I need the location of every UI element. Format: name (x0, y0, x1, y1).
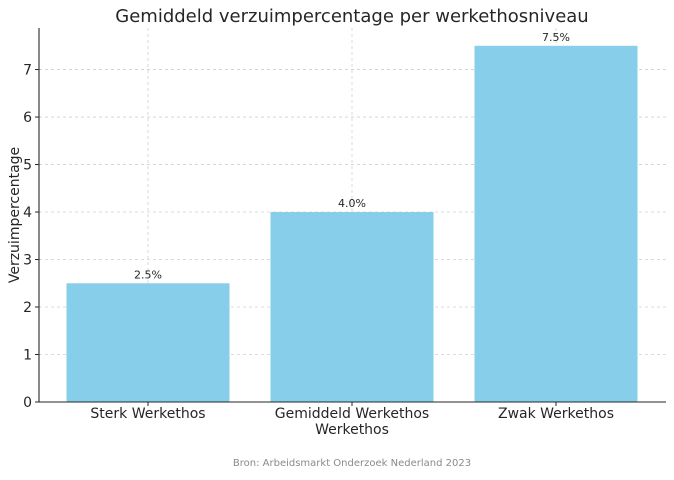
data-label-layer: 2.5% 4.0% 7.5% (134, 31, 570, 281)
chart-title: Gemiddeld verzuimpercentage per werketho… (115, 6, 588, 27)
y-tick-label: 1 (23, 348, 32, 364)
bar-data-label: 2.5% (134, 268, 162, 281)
bar-data-label: 7.5% (542, 31, 570, 44)
x-axis-label: Werkethos (315, 422, 389, 438)
axis-layer: 0 1 2 3 4 5 6 7 Sterk Werkethos Gemiddeld Werketh… (23, 28, 666, 422)
y-tick-label: 5 (23, 158, 32, 174)
bar-data-label: 4.0% (338, 197, 366, 210)
bar (270, 212, 434, 402)
bar-layer (66, 45, 638, 403)
bar (474, 45, 638, 403)
x-tick-label: Zwak Werkethos (498, 406, 614, 422)
source-note: Bron: Arbeidsmarkt Onderzoek Nederland 2… (233, 458, 471, 469)
x-tick-label: Gemiddeld Werkethos (275, 406, 429, 422)
y-tick-label: 7 (23, 63, 32, 79)
y-tick-label: 4 (23, 205, 32, 221)
y-axis-label: Verzuimpercentage (7, 147, 23, 283)
bar (66, 283, 230, 402)
y-tick-label: 2 (23, 300, 32, 316)
x-tick-label: Sterk Werkethos (90, 406, 205, 422)
y-tick-label: 0 (23, 395, 32, 411)
y-tick-label: 3 (23, 253, 32, 269)
y-tick-label: 6 (23, 110, 32, 126)
